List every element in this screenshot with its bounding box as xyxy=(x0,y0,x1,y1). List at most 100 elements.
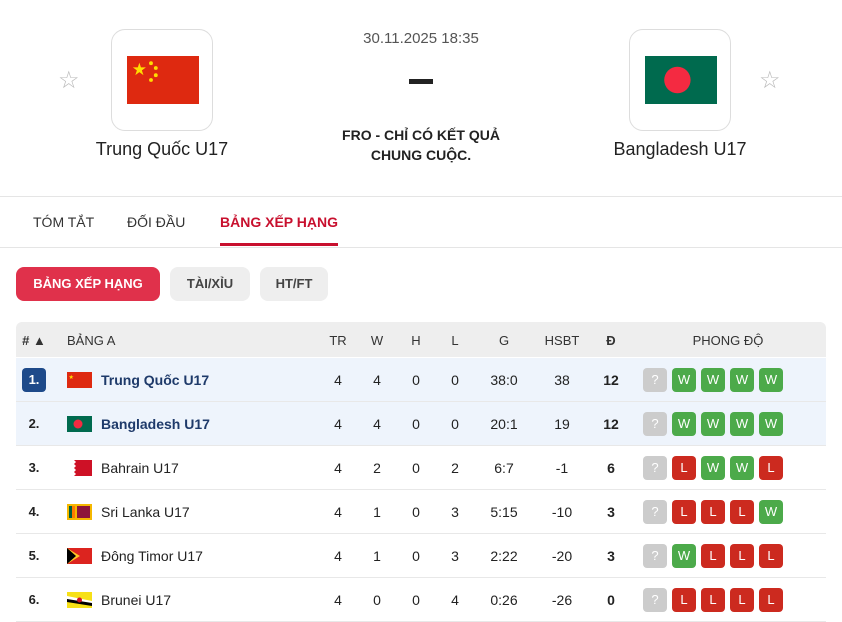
form-badge[interactable]: ? xyxy=(643,500,667,524)
cell-l: 3 xyxy=(451,504,459,520)
form-badge[interactable]: W xyxy=(730,412,754,436)
rank: 1. xyxy=(22,368,46,392)
svg-text:★: ★ xyxy=(132,60,147,79)
rank: 2. xyxy=(28,416,40,431)
bahrain-flag-icon xyxy=(67,460,92,476)
rank: 3. xyxy=(28,460,40,475)
team-name[interactable]: Sri Lanka U17 xyxy=(101,504,190,520)
form-badge[interactable]: L xyxy=(759,588,783,612)
form-badge[interactable]: W xyxy=(672,544,696,568)
col-l[interactable]: L xyxy=(451,333,459,348)
form-badge[interactable]: L xyxy=(730,500,754,524)
pill-standings[interactable]: BẢNG XẾP HẠNG xyxy=(16,267,160,301)
srilanka-flag-icon xyxy=(67,504,92,520)
team-name[interactable]: Bangladesh U17 xyxy=(101,416,210,432)
tab-head-to-head[interactable]: ĐỐI ĐẦU xyxy=(127,214,186,230)
form-badge[interactable]: ? xyxy=(643,544,667,568)
cell-tr: 4 xyxy=(334,460,342,476)
cell-h: 0 xyxy=(412,372,420,388)
col-points[interactable]: Đ xyxy=(606,333,616,348)
table-row[interactable]: 1. ★ Trung Quốc U17 4 4 0 0 38:0 38 12 ? W W W W xyxy=(16,358,826,402)
col-form: PHONG ĐỘ xyxy=(692,333,764,348)
table-row[interactable]: 5. Đông Timor U17 4 1 0 3 2:22 -20 3 ? W L L L xyxy=(16,534,826,578)
china-flag-icon: ★ xyxy=(67,372,92,388)
form-list: ? W W W W xyxy=(643,368,783,392)
cell-g: 20:1 xyxy=(490,416,518,432)
form-badge[interactable]: L xyxy=(672,456,696,480)
form-badge[interactable]: ? xyxy=(643,456,667,480)
form-badge[interactable]: ? xyxy=(643,588,667,612)
favorite-star-icon[interactable]: ☆ xyxy=(759,67,781,94)
col-h[interactable]: H xyxy=(411,333,421,348)
match-status: FRO - CHỈ CÓ KẾT QUẢ CHUNG CUỘC. xyxy=(342,127,500,163)
form-badge[interactable]: W xyxy=(759,412,783,436)
table-row[interactable]: 6. Brunei U17 4 0 0 4 0:26 -26 0 ? L L L L xyxy=(16,578,826,622)
cell-hsbt: 38 xyxy=(554,372,570,388)
brunei-flag-icon xyxy=(67,592,92,608)
form-badge[interactable]: W xyxy=(730,368,754,392)
cell-g: 6:7 xyxy=(494,460,514,476)
form-badge[interactable]: L xyxy=(730,544,754,568)
form-badge[interactable]: L xyxy=(701,544,725,568)
away-team-logo[interactable] xyxy=(629,29,731,131)
cell-g: 2:22 xyxy=(490,548,518,564)
col-group: BẢNG A xyxy=(67,333,116,348)
form-list: ? L L L L xyxy=(643,588,783,612)
cell-h: 0 xyxy=(412,592,420,608)
pill-over-under[interactable]: TÀI/XỈU xyxy=(170,267,250,301)
form-badge[interactable]: L xyxy=(730,588,754,612)
table-row[interactable]: 4. Sri Lanka U17 4 1 0 3 5:15 -10 3 ? L L L W xyxy=(16,490,826,534)
form-badge[interactable]: W xyxy=(701,412,725,436)
team-name[interactable]: Trung Quốc U17 xyxy=(101,372,210,388)
rank: 6. xyxy=(28,592,40,607)
tab-summary[interactable]: TÓM TẮT xyxy=(33,214,95,230)
cell-w: 2 xyxy=(373,460,381,476)
col-w[interactable]: W xyxy=(370,333,384,348)
col-tr[interactable]: TR xyxy=(329,333,347,348)
cell-d: 12 xyxy=(603,372,619,388)
form-badge[interactable]: W xyxy=(701,456,725,480)
col-g[interactable]: G xyxy=(498,333,510,348)
bangladesh-flag-icon xyxy=(67,416,92,432)
form-badge[interactable]: W xyxy=(759,500,783,524)
form-badge[interactable]: L xyxy=(759,544,783,568)
form-badge[interactable]: W xyxy=(672,412,696,436)
cell-l: 0 xyxy=(451,416,459,432)
cell-hsbt: -1 xyxy=(555,460,569,476)
form-badge[interactable]: ? xyxy=(643,368,667,392)
cell-hsbt: 19 xyxy=(554,416,570,432)
form-badge[interactable]: L xyxy=(759,456,783,480)
team-name[interactable]: Bahrain U17 xyxy=(101,460,179,476)
cell-w: 4 xyxy=(373,372,381,388)
cell-d: 0 xyxy=(607,592,615,608)
favorite-star-icon[interactable]: ☆ xyxy=(58,67,80,94)
col-rank[interactable]: # ▲ xyxy=(22,333,46,348)
home-team-name[interactable]: Trung Quốc U17 xyxy=(95,139,229,159)
form-list: ? L W W L xyxy=(643,456,783,480)
form-badge[interactable]: W xyxy=(701,368,725,392)
table-row[interactable]: 2. Bangladesh U17 4 4 0 0 20:1 19 12 ? W W W W xyxy=(16,402,826,446)
table-row[interactable]: 3. Bahrain U17 4 2 0 2 6:7 -1 6 ? L W W L xyxy=(16,446,826,490)
rank: 4. xyxy=(28,504,40,519)
cell-h: 0 xyxy=(412,504,420,520)
cell-d: 6 xyxy=(607,460,615,476)
form-badge[interactable]: ? xyxy=(643,412,667,436)
form-badge[interactable]: W xyxy=(759,368,783,392)
team-name[interactable]: Đông Timor U17 xyxy=(101,548,203,564)
form-badge[interactable]: W xyxy=(672,368,696,392)
form-badge[interactable]: L xyxy=(672,500,696,524)
form-badge[interactable]: L xyxy=(701,588,725,612)
home-team-logo[interactable]: ★ xyxy=(111,29,213,131)
form-badge[interactable]: L xyxy=(672,588,696,612)
form-badge[interactable]: W xyxy=(730,456,754,480)
cell-g: 5:15 xyxy=(490,504,518,520)
tab-standings[interactable]: BẢNG XẾP HẠNG xyxy=(220,214,338,246)
form-badge[interactable]: L xyxy=(701,500,725,524)
team-name[interactable]: Brunei U17 xyxy=(101,592,172,608)
away-team-name[interactable]: Bangladesh U17 xyxy=(613,139,747,159)
svg-text:★: ★ xyxy=(69,374,74,381)
cell-l: 2 xyxy=(451,460,459,476)
col-hsbt[interactable]: HSBT xyxy=(544,333,580,348)
pill-ht-ft[interactable]: HT/FT xyxy=(260,267,328,301)
cell-l: 3 xyxy=(451,548,459,564)
